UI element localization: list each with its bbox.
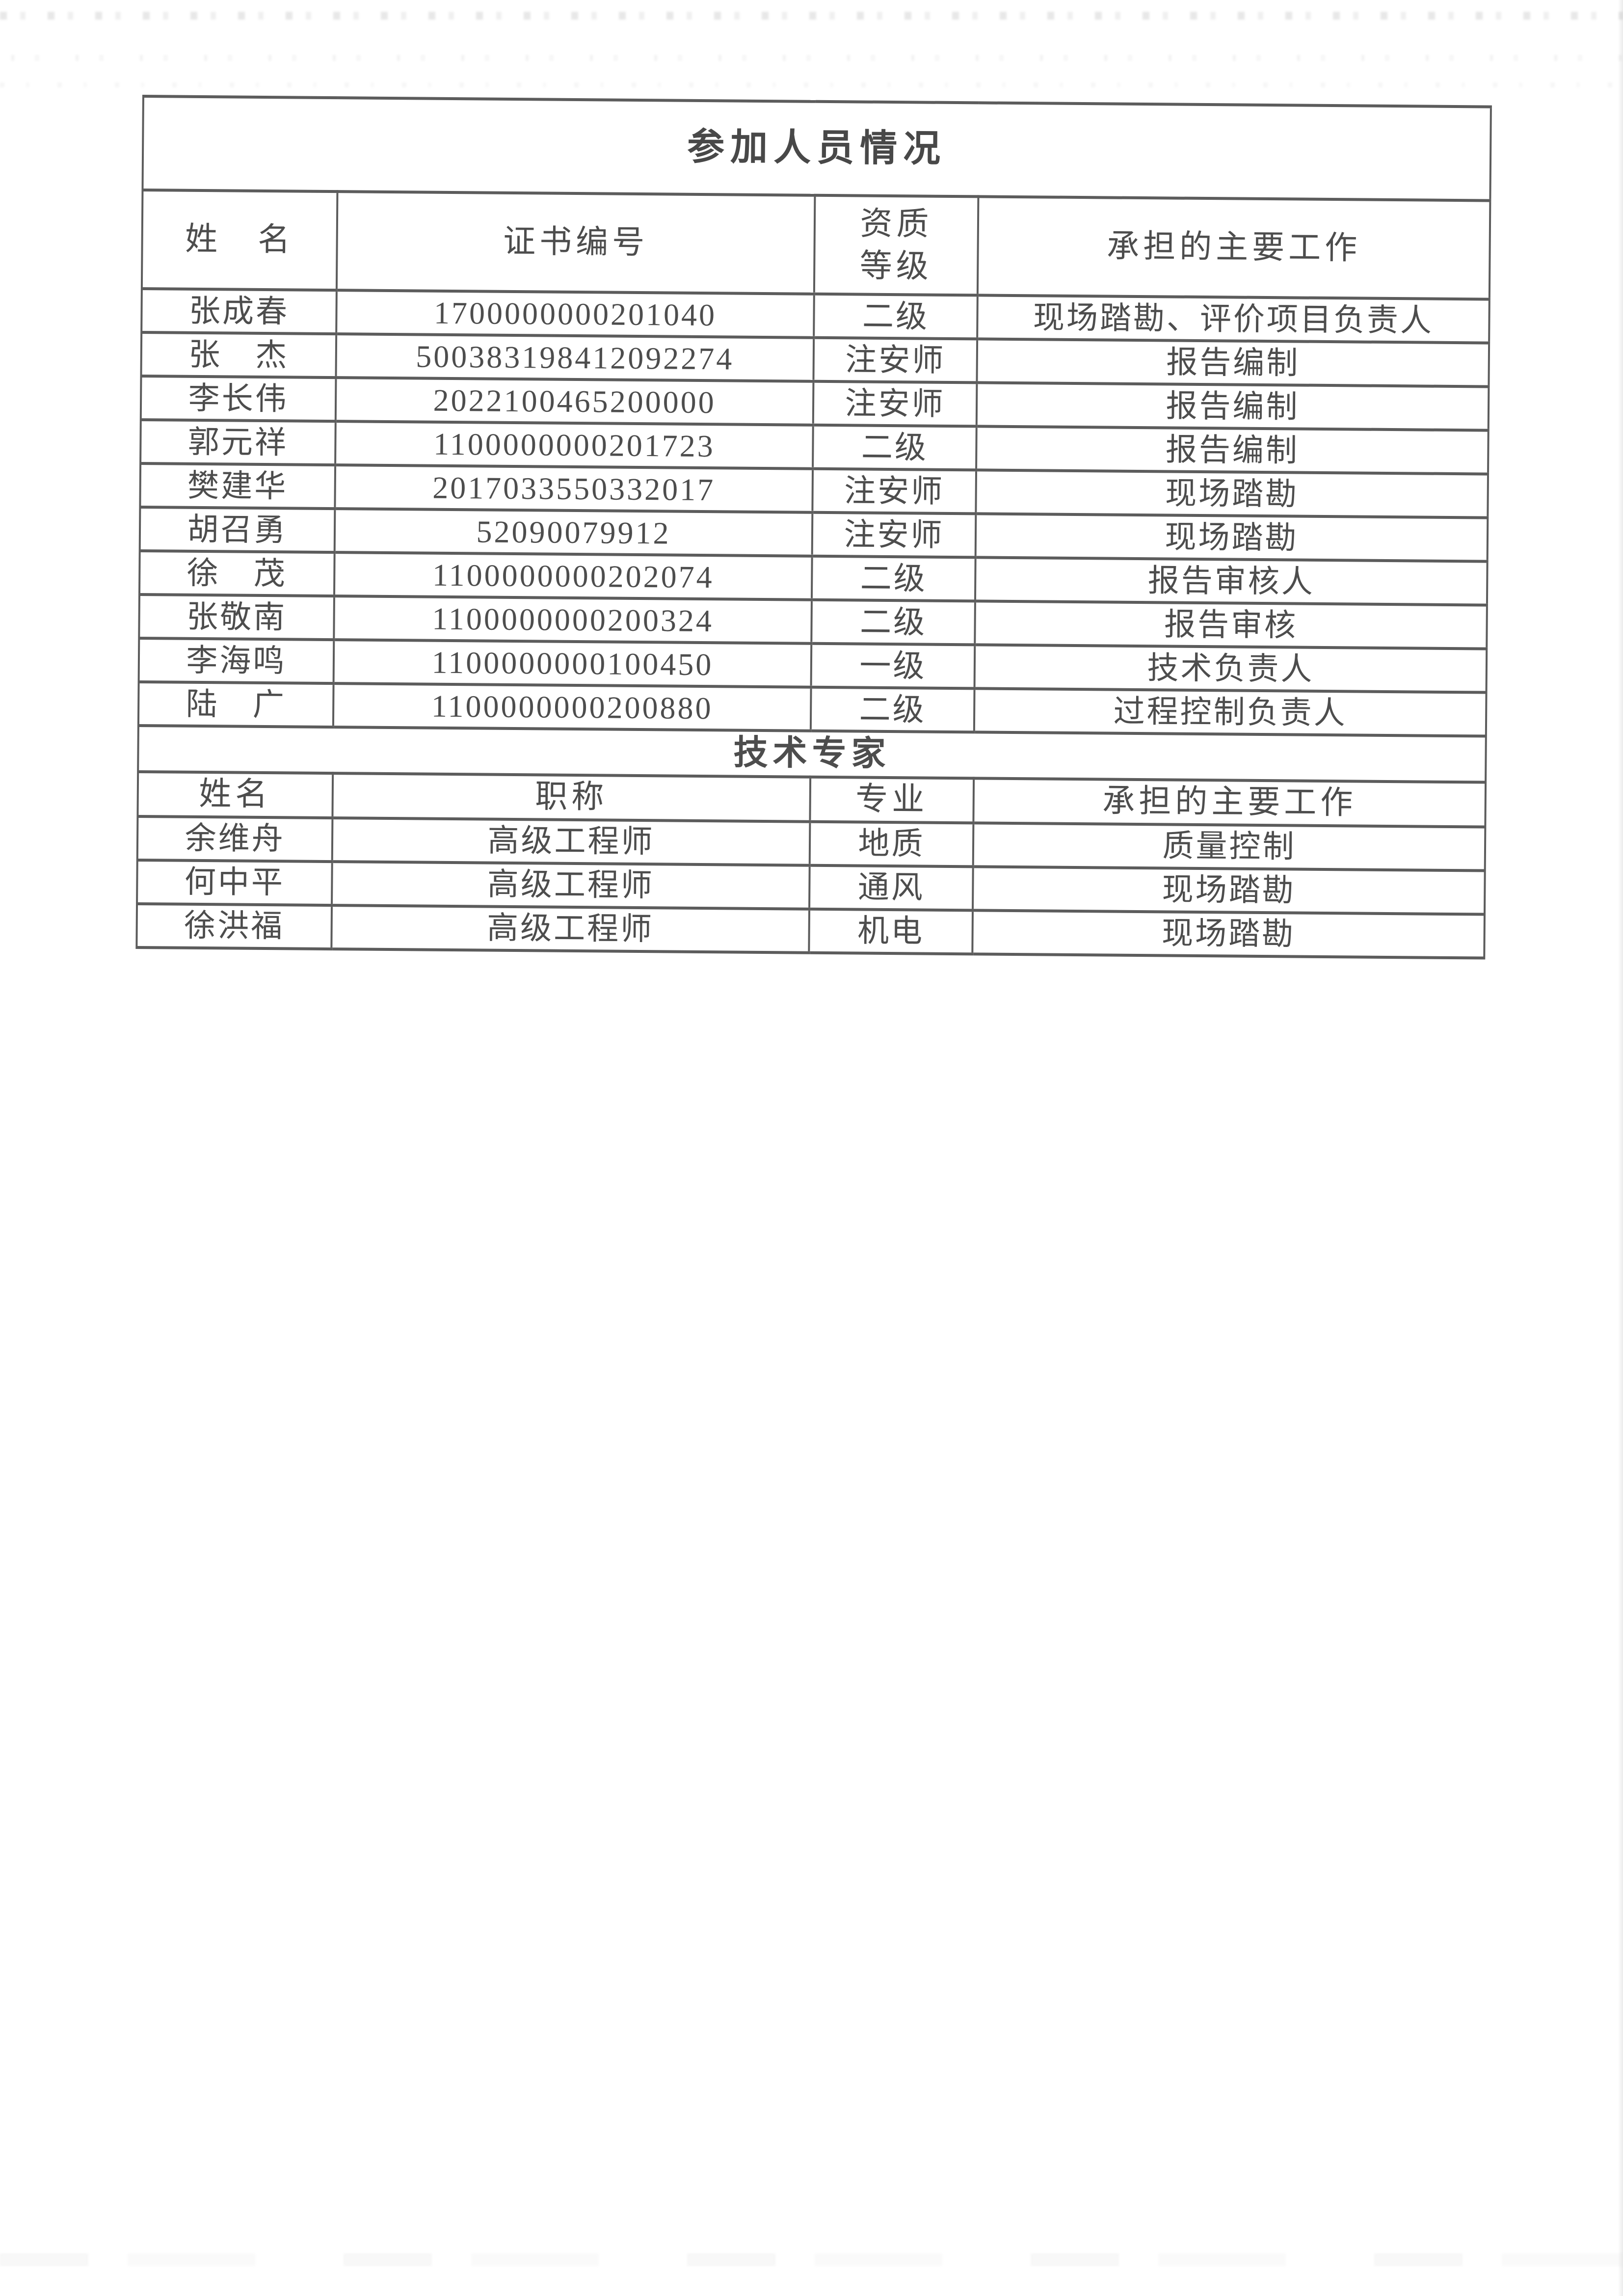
expert-name: 余维舟: [137, 816, 333, 862]
participant-work: 现场踏勘、评价项目负责人: [977, 295, 1490, 343]
participant-name: 李海鸣: [138, 638, 334, 684]
participant-cert: 1100000000100450: [333, 640, 812, 687]
participant-name: 张成春: [141, 289, 337, 334]
participant-level: 注安师: [813, 381, 977, 427]
participant-level: 二级: [813, 425, 977, 470]
participant-work: 报告审核: [975, 601, 1487, 649]
participant-name: 樊建华: [140, 463, 336, 509]
expert-major: 通风: [809, 865, 973, 910]
scan-edge-shade: [1618, 0, 1623, 2296]
participant-cert: 1100000000200324: [334, 596, 812, 644]
table-title-row: 参加人员情况: [142, 96, 1491, 201]
expert-work: 质量控制: [973, 822, 1486, 871]
column-header-name: 姓 名: [141, 190, 338, 291]
participant-level: 一级: [811, 643, 975, 689]
expert-title: 高级工程师: [332, 817, 810, 865]
column-header-major: 专业: [810, 777, 974, 823]
scan-noise-artifact: [0, 2253, 1623, 2266]
table-title: 参加人员情况: [142, 96, 1491, 201]
participant-cert: 2022100465200000: [335, 378, 814, 425]
column-header-level-text: 资质 等级: [859, 206, 933, 285]
participant-cert: 1100000000202074: [334, 552, 812, 600]
participant-level: 二级: [811, 599, 975, 645]
participant-cert: 52090079912: [334, 509, 813, 556]
expert-major: 地质: [809, 821, 974, 866]
participant-work: 报告编制: [976, 426, 1489, 474]
participant-work: 报告编制: [976, 382, 1489, 431]
participant-cert: 2017033550332017: [335, 465, 813, 513]
participant-name: 张 杰: [141, 332, 337, 378]
expert-major: 机电: [809, 909, 973, 954]
participant-level: 注安师: [812, 468, 977, 514]
participant-name: 李长伟: [140, 376, 336, 422]
participant-work: 技术负责人: [974, 645, 1487, 693]
participant-work: 现场踏勘: [976, 470, 1489, 518]
participant-cert: 500383198412092274: [336, 334, 814, 381]
scan-noise-artifact: [0, 55, 1623, 61]
participant-level: 注安师: [812, 512, 976, 558]
participant-level: 注安师: [813, 337, 978, 383]
column-header-title: 职称: [332, 773, 811, 822]
participant-work: 报告编制: [977, 339, 1490, 387]
participant-level: 二级: [814, 294, 978, 339]
participant-cert: 1100000000200880: [333, 683, 811, 731]
participant-level: 二级: [810, 687, 975, 732]
column-header-cert: 证书编号: [336, 191, 815, 294]
participant-cert: 1100000000201723: [335, 421, 813, 469]
column-header-level: 资质 等级: [814, 195, 979, 296]
scan-noise-artifact: [0, 12, 1623, 20]
scan-noise-artifact: [0, 82, 1623, 87]
expert-title: 高级工程师: [331, 905, 810, 953]
participant-name: 张敬南: [139, 594, 334, 640]
expert-work: 现场踏勘: [973, 866, 1485, 915]
expert-work: 现场踏勘: [972, 910, 1485, 958]
participant-work: 报告审核人: [975, 557, 1488, 605]
participants-table: 参加人员情况 姓 名 证书编号 资质 等级 承担的主要工作 张成春 170000…: [135, 95, 1492, 959]
expert-name: 何中平: [137, 860, 332, 905]
expert-name: 徐洪福: [136, 903, 332, 949]
participant-work: 过程控制负责人: [974, 688, 1487, 736]
column-header-work: 承担的主要工作: [973, 778, 1486, 827]
participant-work: 现场踏勘: [975, 513, 1488, 562]
participant-name: 郭元祥: [140, 419, 336, 465]
participant-level: 二级: [811, 556, 976, 601]
participant-name: 陆 广: [138, 681, 334, 728]
column-header-name: 姓名: [137, 771, 333, 818]
participant-cert: 1700000000201040: [336, 290, 814, 338]
expert-title: 高级工程师: [332, 861, 810, 909]
personnel-table: 参加人员情况 姓 名 证书编号 资质 等级 承担的主要工作 张成春 170000…: [135, 95, 1492, 959]
participant-name: 胡召勇: [139, 507, 335, 553]
participant-name: 徐 茂: [139, 550, 335, 596]
participants-header-row: 姓 名 证书编号 资质 等级 承担的主要工作: [141, 190, 1490, 299]
column-header-work: 承担的主要工作: [977, 196, 1490, 299]
